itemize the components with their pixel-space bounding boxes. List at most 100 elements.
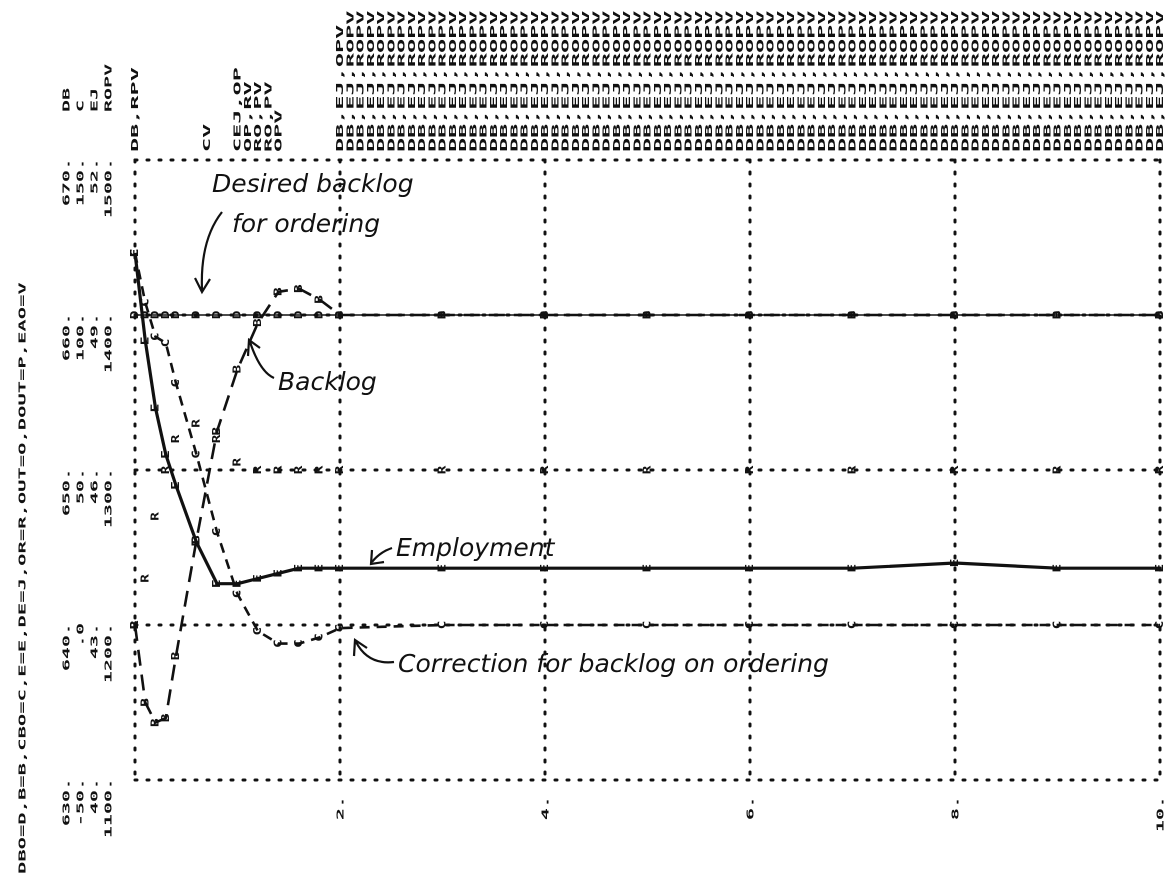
overlap-note: DB,EJ,ROPV [898, 10, 910, 152]
overlap-note: DB,EJ,ROPV [877, 10, 889, 152]
point-symbol: B [293, 284, 306, 293]
point-symbol: R [252, 465, 265, 474]
point-symbol: R [211, 434, 224, 443]
point-symbol: D [272, 310, 285, 319]
point-symbol: D [334, 310, 347, 319]
point-symbol: E [436, 564, 449, 573]
point-symbol: D [1154, 310, 1167, 319]
overlap-note: DB,EJ,ROPV [662, 10, 674, 152]
point-symbol: D [149, 310, 162, 319]
overlap-note: DB,EJ,ROPV [426, 10, 438, 152]
point-symbol: D [313, 310, 326, 319]
point-symbol: D [1051, 310, 1064, 319]
point-symbol: R [139, 574, 152, 583]
y-tick-label: 670. [60, 158, 72, 206]
point-symbol: R [129, 620, 142, 629]
point-symbol: C [744, 621, 757, 630]
overlap-note: DB,EJ,ROPV [888, 10, 900, 152]
overlap-note: DB,EJ,ROPV [765, 10, 777, 152]
overlap-note: DB,EJ,ROPV [457, 10, 469, 152]
x-tick-label: 8. [949, 796, 961, 820]
overlap-note: DB,EJ,ROPV [949, 10, 961, 152]
annotation: for ordering [232, 209, 380, 238]
point-symbol: B [159, 713, 172, 722]
y-tick-label: 49. [88, 313, 100, 349]
scale-name: EJ [88, 88, 100, 112]
x-tick-label: 6. [744, 796, 756, 820]
point-symbol: E [846, 564, 859, 573]
point-symbol: C [211, 528, 224, 537]
point-symbol: B [129, 620, 142, 629]
overlap-note: DB,EJ,ROPV [754, 10, 766, 152]
point-symbol: B [272, 287, 285, 296]
overlap-note: DB,EJ,ROPV [806, 10, 818, 152]
overlap-note: DB,EJ,ROPV [1113, 10, 1125, 152]
point-symbol: E [1051, 564, 1064, 573]
y-tick-label: 1400. [102, 313, 114, 373]
point-symbol: E [949, 559, 962, 568]
overlap-note: OP,RV [242, 81, 254, 152]
overlap-note: DB,EJ,ROPV [416, 10, 428, 152]
annotation-arrow [369, 546, 393, 566]
point-symbol: C [129, 249, 142, 258]
point-symbol: C [313, 633, 326, 642]
point-symbol: D [539, 310, 552, 319]
overlap-note: DB,EJ,ROPV [970, 10, 982, 152]
overlap-note: DB,EJ,ROPV [703, 10, 715, 152]
point-symbol: E [272, 569, 285, 578]
overlap-note: OPV [273, 109, 285, 152]
point-symbol: E [231, 579, 244, 588]
point-symbol: B [190, 535, 203, 544]
point-symbol: D [190, 310, 203, 319]
overlap-note: DB,EJ,ROPV [478, 10, 490, 152]
y-tick-label: 1100. [102, 778, 114, 838]
annotation-arrow [194, 211, 223, 295]
point-symbol: C [846, 621, 859, 630]
y-tick-label: 50. [74, 468, 86, 504]
legend: DBO=D,B=B,CBO=C,E=E,DE=J,OR=R,OUT=O,DOUT… [16, 282, 28, 874]
overlap-note: DB,EJ,ROPV [519, 10, 531, 152]
point-symbol: D [641, 310, 654, 319]
point-symbol: D [139, 310, 152, 319]
point-symbol: R [293, 465, 306, 474]
point-symbol: D [252, 310, 265, 319]
scale-name: ROPV [102, 63, 114, 112]
point-symbol: R [159, 465, 172, 474]
y-tick-label: 640. [60, 623, 72, 671]
point-symbol: D [170, 310, 183, 319]
point-symbol: D [293, 310, 306, 319]
overlap-note: DB,EJ,ROPV [590, 10, 602, 152]
overlap-note: DB,EJ,ROPV [355, 10, 367, 152]
y-tick-label: 1500. [102, 158, 114, 218]
overlap-note: DB,EJ,ROPV [1082, 10, 1094, 152]
point-symbol: E [539, 564, 552, 573]
point-symbol: C [190, 450, 203, 459]
point-symbol: C [139, 298, 152, 307]
overlap-note: RO,PV [252, 81, 264, 152]
overlap-note: DB,EJ,ROPV [918, 10, 930, 152]
point-symbol: R [149, 512, 162, 521]
point-symbol: D [159, 310, 172, 319]
point-symbol: R [190, 419, 203, 428]
y-tick-label: 100. [74, 313, 86, 361]
point-symbol: C [949, 621, 962, 630]
overlap-note: DB,EJ,ROPV [980, 10, 992, 152]
y-tick-label: 1200. [102, 623, 114, 683]
point-symbol: E [313, 564, 326, 573]
point-symbol: C [436, 621, 449, 630]
point-symbol: R [313, 465, 326, 474]
point-symbol: R [272, 465, 285, 474]
point-symbol: D [744, 310, 757, 319]
point-symbol: R [949, 465, 962, 474]
overlap-note: DB,EJ,ROPV [939, 10, 951, 152]
point-symbol: E [744, 564, 757, 573]
point-symbol: R [231, 458, 244, 467]
overlap-note: DB,EJ,ROPV [1093, 10, 1105, 152]
point-symbol: C [272, 639, 285, 648]
overlap-note: DB,EJ,ROPV [693, 10, 705, 152]
y-tick-label: 150. [74, 158, 86, 206]
overlap-note: DB,EJ,ROPV [1123, 10, 1135, 152]
point-symbol: E [641, 564, 654, 573]
overlap-note: DB,EJ,ROPV [396, 10, 408, 152]
